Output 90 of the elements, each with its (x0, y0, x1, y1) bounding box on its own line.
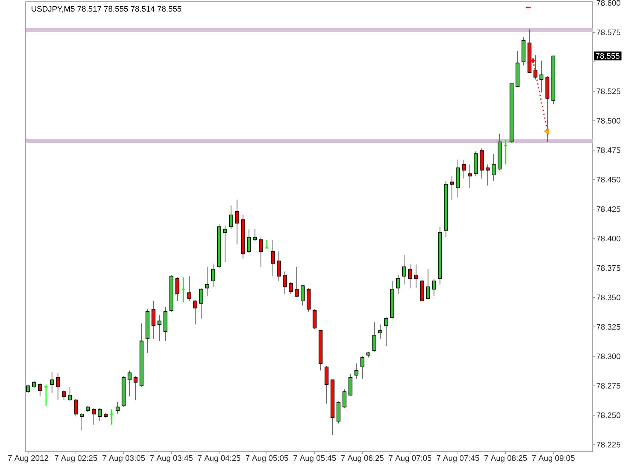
candlestick (152, 300, 156, 340)
candlestick (450, 176, 454, 200)
candlestick (44, 384, 48, 407)
x-tick-label: 7 Aug 09:05 (532, 455, 575, 463)
candlestick (68, 386, 72, 402)
candlestick (277, 251, 282, 282)
candlestick (468, 164, 472, 189)
candlestick (283, 271, 287, 295)
candlestick (354, 363, 359, 380)
x-tick-label: 7 Aug 06:25 (341, 455, 384, 463)
candlestick (253, 228, 258, 242)
candlestick (128, 370, 132, 398)
candlestick (194, 300, 198, 326)
y-tick-label: 78.300 (596, 354, 621, 360)
x-tick-label: 7 Aug 04:25 (198, 455, 241, 463)
candlestick (324, 366, 329, 404)
candlestick (200, 288, 204, 320)
candlestick (486, 164, 490, 186)
x-tick-label: 7 Aug 05:05 (246, 455, 288, 463)
candlestick (456, 159, 460, 198)
x-tick-label: 7 Aug 07:05 (389, 455, 432, 463)
candlestick (474, 151, 478, 177)
candlestick (188, 276, 192, 302)
candlestick (414, 264, 418, 289)
candlestick (516, 51, 520, 88)
candlestick (342, 389, 347, 409)
candlestick (289, 282, 293, 295)
candlestick (408, 264, 412, 289)
candlestick (420, 280, 424, 302)
candlestick (348, 374, 353, 396)
candlestick (271, 240, 276, 277)
candlestick (164, 306, 168, 342)
candlestick (402, 254, 406, 286)
candlestick (492, 154, 496, 182)
candlestick (176, 277, 180, 302)
candlestick (211, 264, 216, 288)
candlestick (98, 408, 102, 422)
x-tick-label: 7 Aug 03:05 (102, 455, 146, 463)
x-tick-label: 7 Aug 2012 (8, 455, 48, 463)
y-tick-label: 78.450 (596, 177, 621, 183)
candlestick (92, 408, 96, 426)
candlestick (56, 372, 60, 401)
y-tick-label: 78.575 (596, 30, 621, 36)
candlestick (300, 286, 305, 306)
candlestick (229, 205, 234, 230)
candlestick (360, 356, 365, 380)
candlestick (116, 402, 120, 415)
candlestick (540, 60, 544, 94)
y-tick-label: 78.525 (596, 88, 621, 94)
y-tick-label: 78.375 (596, 265, 621, 272)
y-tick-label: 78.350 (596, 294, 621, 301)
candlestick (80, 412, 84, 432)
candlestick (522, 36, 526, 66)
candlestick (223, 225, 228, 263)
y-tick-label: 78.225 (596, 442, 621, 448)
y-tick-label: 78.475 (596, 148, 621, 154)
candlestick (158, 314, 162, 342)
annotation: 78.555 (596, 53, 620, 60)
candlestick (312, 309, 317, 330)
candlestick (396, 274, 400, 295)
y-tick-label: 78.600 (596, 0, 621, 6)
candlestick (378, 324, 382, 340)
candlestick (134, 376, 138, 401)
candlestick (306, 288, 311, 312)
candlestick (480, 148, 484, 180)
candlestick (426, 269, 430, 300)
candlestick (432, 278, 436, 297)
y-tick-label: 78.400 (596, 236, 621, 242)
y-tick-label: 78.250 (596, 412, 621, 418)
candlestick (235, 200, 240, 246)
x-tick-label: 7 Aug 08:25 (484, 455, 528, 463)
y-tick-label: 78.500 (596, 118, 621, 124)
candlestick (38, 383, 42, 398)
candlestick (62, 390, 66, 401)
x-tick-label: 7 Aug 07:45 (436, 455, 480, 463)
y-tick-label: 78.325 (596, 324, 621, 330)
candlestick (372, 322, 377, 352)
x-tick-label: 7 Aug 02:25 (54, 455, 98, 463)
chart-title: USDJPY,M5 78.517 78.555 78.514 78.555 (32, 6, 182, 13)
candlestick (259, 237, 264, 268)
x-tick-label: 7 Aug 05:45 (294, 455, 336, 463)
candlestick (74, 398, 78, 418)
candlestick (384, 317, 388, 346)
candlestick (205, 266, 210, 297)
y-tick-label: 78.425 (596, 206, 621, 212)
y-tick-label: 78.275 (596, 383, 621, 389)
candlestick (336, 400, 341, 424)
candlestick (295, 266, 299, 298)
candlestick (462, 159, 466, 180)
x-tick-label: 7 Aug 03:45 (150, 455, 193, 463)
